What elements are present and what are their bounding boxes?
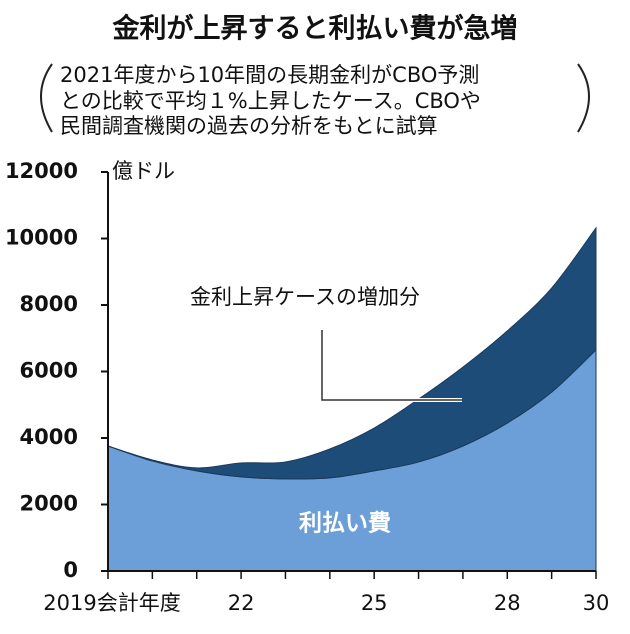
leader-line [321, 330, 462, 401]
x-tick-label: 22 [228, 591, 255, 615]
y-tick-label: 4000 [20, 425, 78, 449]
y-tick-label: 0 [63, 558, 78, 582]
x-tick-label: 2019会計年度 [43, 591, 180, 615]
series-label: 利払い費 [299, 511, 391, 537]
x-tick-label: 30 [583, 591, 610, 615]
bracket [40, 63, 53, 133]
chart-title: 金利が上昇すると利払い費が急増 [112, 13, 518, 45]
y-tick-label: 10000 [5, 226, 78, 250]
subtitle: との比較で平均１%上昇したケース。CBOや [60, 89, 481, 113]
series-label: 金利上昇ケースの増加分 [190, 285, 420, 309]
area [107, 226, 597, 480]
y-tick-label: 8000 [20, 292, 78, 316]
x-tick-label: 25 [361, 591, 388, 615]
subtitle: 民間調査機関の過去の分析をもとに試算 [60, 114, 438, 138]
y-tick-label: 6000 [20, 359, 78, 383]
bracket [577, 63, 590, 133]
y-tick-label: 2000 [20, 492, 78, 516]
x-tick-label: 28 [494, 591, 521, 615]
y-axis-label: 億ドル [112, 159, 175, 183]
y-tick-label: 12000 [5, 159, 78, 183]
subtitle: 2021年度から10年間の長期金利がCBO予測 [60, 63, 479, 87]
